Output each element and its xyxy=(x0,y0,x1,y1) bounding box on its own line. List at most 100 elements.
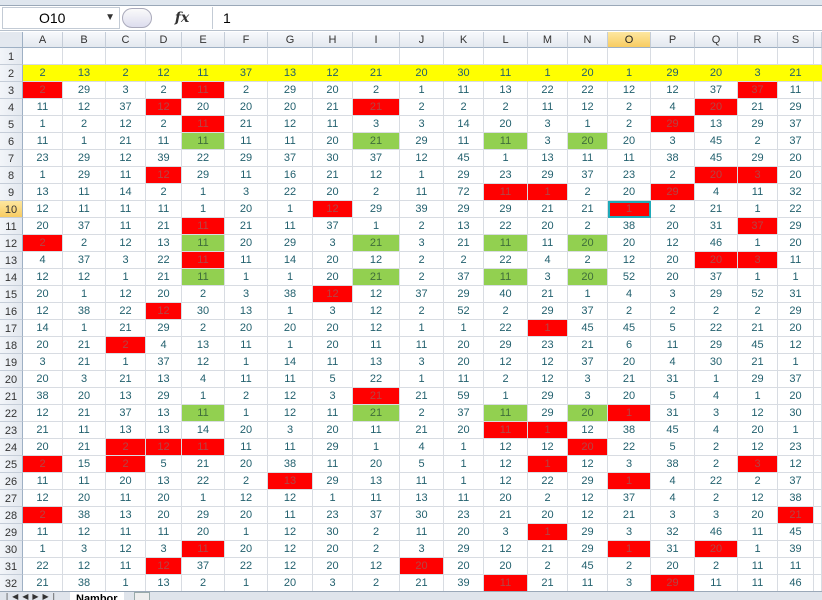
cell[interactable] xyxy=(814,65,822,82)
cell[interactable]: 2 xyxy=(225,82,268,99)
cell[interactable]: 12 xyxy=(568,456,608,473)
cell[interactable]: 38 xyxy=(63,575,106,592)
cell[interactable]: 12 xyxy=(651,235,695,252)
cell[interactable]: 1 xyxy=(444,320,484,337)
cell[interactable] xyxy=(814,337,822,354)
cell[interactable]: 5 xyxy=(400,456,444,473)
cell[interactable]: 4 xyxy=(23,252,63,269)
cell[interactable]: 22 xyxy=(608,439,651,456)
cell[interactable]: 3 xyxy=(400,541,444,558)
cell[interactable]: 20 xyxy=(608,133,651,150)
cell[interactable]: 11 xyxy=(182,252,225,269)
cell[interactable]: 23 xyxy=(608,167,651,184)
cell[interactable]: 12 xyxy=(353,320,400,337)
cell[interactable]: 21 xyxy=(106,320,146,337)
cell[interactable]: 20 xyxy=(268,320,313,337)
cell[interactable] xyxy=(23,48,63,65)
cell[interactable]: 11 xyxy=(778,558,814,575)
cell[interactable] xyxy=(814,116,822,133)
cell[interactable]: 12 xyxy=(23,269,63,286)
cell[interactable]: 1 xyxy=(738,201,778,218)
chevron-down-icon[interactable]: ▼ xyxy=(105,12,115,23)
cell[interactable]: 12 xyxy=(268,524,313,541)
cell[interactable]: 22 xyxy=(778,201,814,218)
cell[interactable]: 12 xyxy=(146,65,182,82)
cell[interactable]: 2 xyxy=(695,439,738,456)
cell[interactable] xyxy=(814,320,822,337)
cell[interactable]: 21 xyxy=(528,541,568,558)
cell[interactable]: 20 xyxy=(568,133,608,150)
cell[interactable]: 37 xyxy=(400,286,444,303)
cell[interactable]: 2 xyxy=(353,541,400,558)
cell[interactable]: 1 xyxy=(608,65,651,82)
cell[interactable]: 11 xyxy=(182,133,225,150)
cell[interactable] xyxy=(814,303,822,320)
cell[interactable]: 11 xyxy=(444,371,484,388)
cell[interactable]: 1 xyxy=(225,405,268,422)
cell[interactable]: 11 xyxy=(484,269,528,286)
cell[interactable]: 11 xyxy=(146,201,182,218)
cell[interactable]: 11 xyxy=(146,133,182,150)
cell[interactable]: 13 xyxy=(23,184,63,201)
cell[interactable] xyxy=(778,48,814,65)
column-header[interactable]: K xyxy=(444,32,484,48)
cell[interactable]: 20 xyxy=(225,99,268,116)
cell[interactable]: 2 xyxy=(106,337,146,354)
cell[interactable]: 2 xyxy=(400,252,444,269)
cell[interactable]: 11 xyxy=(568,575,608,592)
cell[interactable]: 29 xyxy=(484,201,528,218)
column-header[interactable]: B xyxy=(63,32,106,48)
cell[interactable]: 38 xyxy=(268,456,313,473)
cell[interactable]: 12 xyxy=(568,490,608,507)
cell[interactable]: 13 xyxy=(400,490,444,507)
cell[interactable]: 11 xyxy=(106,218,146,235)
row-header[interactable]: 22 xyxy=(0,405,23,422)
cell[interactable]: 1 xyxy=(778,422,814,439)
cell[interactable]: 1 xyxy=(313,490,353,507)
cell[interactable]: 20 xyxy=(225,422,268,439)
cell[interactable]: 20 xyxy=(528,218,568,235)
cell[interactable]: 2 xyxy=(23,65,63,82)
row-header[interactable]: 9 xyxy=(0,184,23,201)
cell[interactable]: 12 xyxy=(225,490,268,507)
cell[interactable]: 11 xyxy=(695,575,738,592)
cell[interactable]: 22 xyxy=(568,82,608,99)
cell[interactable]: 30 xyxy=(182,303,225,320)
cell[interactable]: 38 xyxy=(651,150,695,167)
cell[interactable]: 1 xyxy=(444,473,484,490)
cell[interactable]: 2 xyxy=(353,82,400,99)
cell[interactable]: 2 xyxy=(484,303,528,320)
cell[interactable]: 12 xyxy=(738,439,778,456)
cell[interactable]: 31 xyxy=(651,405,695,422)
cell[interactable]: 11 xyxy=(182,82,225,99)
cell[interactable] xyxy=(814,541,822,558)
cell[interactable]: 1 xyxy=(63,320,106,337)
cell[interactable]: 20 xyxy=(608,184,651,201)
cell[interactable]: 3 xyxy=(313,575,353,592)
cell[interactable]: 4 xyxy=(695,422,738,439)
cell[interactable]: 20 xyxy=(313,133,353,150)
cell[interactable]: 29 xyxy=(738,371,778,388)
cell[interactable]: 23 xyxy=(484,167,528,184)
cell[interactable]: 37 xyxy=(738,82,778,99)
cell[interactable]: 11 xyxy=(268,439,313,456)
cell[interactable]: 14 xyxy=(106,184,146,201)
cell[interactable]: 6 xyxy=(608,337,651,354)
cell[interactable]: 1 xyxy=(400,82,444,99)
formula-input[interactable]: 1 xyxy=(212,7,822,29)
cell[interactable] xyxy=(268,48,313,65)
cell[interactable] xyxy=(225,48,268,65)
cell[interactable]: 11 xyxy=(444,133,484,150)
cell[interactable]: 20 xyxy=(484,116,528,133)
cell[interactable]: 11 xyxy=(444,82,484,99)
cell[interactable]: 21 xyxy=(608,371,651,388)
row-header[interactable]: 27 xyxy=(0,490,23,507)
cell[interactable]: 12 xyxy=(484,456,528,473)
cell[interactable]: 12 xyxy=(268,558,313,575)
cell[interactable]: 31 xyxy=(651,541,695,558)
cell[interactable]: 20 xyxy=(182,99,225,116)
cell[interactable]: 12 xyxy=(268,405,313,422)
cell[interactable]: 29 xyxy=(651,184,695,201)
cell[interactable]: 11 xyxy=(268,371,313,388)
cell[interactable]: 21 xyxy=(353,388,400,405)
